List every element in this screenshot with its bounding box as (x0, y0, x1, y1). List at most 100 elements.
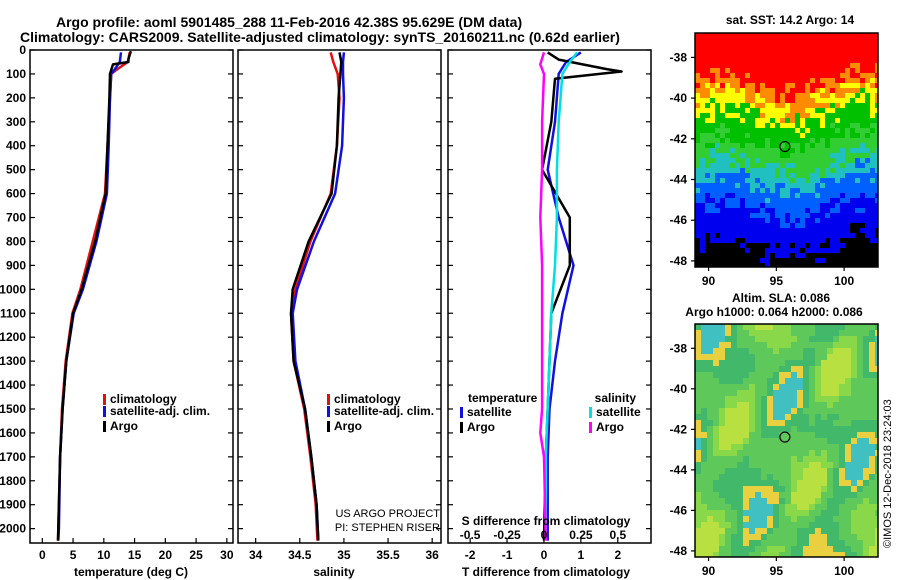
map-cell (830, 173, 835, 178)
map-cell (731, 546, 737, 552)
map-cell (815, 83, 820, 88)
map-cell (770, 188, 775, 193)
map-cell (839, 534, 845, 540)
map-cell (790, 93, 795, 98)
map-cell (815, 68, 820, 73)
map-cell (725, 540, 731, 546)
map-cell (725, 98, 730, 103)
map-cell (790, 233, 795, 238)
map-cell (705, 83, 710, 88)
map-cell (840, 43, 845, 48)
map-cell (745, 193, 750, 198)
map-cell (821, 462, 827, 468)
map-cell (845, 143, 850, 148)
map-cell (737, 324, 743, 330)
map-cell (730, 53, 735, 58)
map-cell (855, 178, 860, 183)
map-cell (795, 193, 800, 198)
map-cell (780, 88, 785, 93)
map-cell (715, 248, 720, 253)
map-cell (745, 223, 750, 228)
map-cell (760, 63, 765, 68)
map-cell (737, 546, 743, 552)
map-cell (725, 163, 730, 168)
map-cell (845, 118, 850, 123)
map-cell (870, 58, 875, 63)
map-cell (750, 213, 755, 218)
map-cell (850, 213, 855, 218)
map-cell (855, 248, 860, 253)
map-cell (815, 462, 821, 468)
map-cell (815, 103, 820, 108)
map-cell (749, 354, 755, 360)
map-cell (857, 450, 863, 456)
map-cell (809, 438, 815, 444)
map-cell (773, 336, 779, 342)
map-cell (803, 546, 809, 552)
map-cell (825, 168, 830, 173)
map-cell (833, 492, 839, 498)
map-cell (760, 238, 765, 243)
map-cell (790, 63, 795, 68)
map-cell (839, 438, 845, 444)
map-cell (805, 248, 810, 253)
map-cell (815, 243, 820, 248)
map-cell (770, 253, 775, 258)
map-cell (707, 534, 713, 540)
map-cell (761, 378, 767, 384)
map-cell (725, 183, 730, 188)
map-cell (785, 462, 791, 468)
series-line-climatology (56, 52, 131, 541)
map-cell (791, 516, 797, 522)
map-cell (765, 83, 770, 88)
map-cell (773, 378, 779, 384)
map-cell (865, 218, 870, 223)
map-cell (731, 384, 737, 390)
map-cell (839, 462, 845, 468)
map-cell (760, 223, 765, 228)
map-cell (833, 396, 839, 402)
map-cell (803, 498, 809, 504)
map-cell (797, 522, 803, 528)
x-tick-label: 30 (220, 548, 234, 562)
map-cell (875, 402, 878, 408)
map-cell (830, 53, 835, 58)
map-cell (835, 48, 840, 53)
map-cell (701, 438, 707, 444)
x-tick-label: 10 (97, 548, 111, 562)
project-annotation: US ARGO PROJECT (335, 508, 440, 520)
map-cell (840, 63, 845, 68)
map-cell (735, 153, 740, 158)
difference-panel: -2 -1 0 1 2-0.5 -0.25 0 0.25 0.5 S difference fr… (447, 49, 652, 579)
map-cell (745, 133, 750, 138)
map-cell (725, 128, 730, 133)
map-cell (840, 153, 845, 158)
map-cell (875, 253, 878, 258)
map-cell (761, 492, 767, 498)
map-cell (749, 432, 755, 438)
map-cell (767, 420, 773, 426)
map-cell (755, 53, 760, 58)
map-cell (875, 516, 878, 522)
map-cell (797, 474, 803, 480)
map-cell (815, 480, 821, 486)
map-cell (767, 408, 773, 414)
x-tick-label: 35 (337, 548, 351, 562)
map-cell (820, 118, 825, 123)
map-cell (875, 420, 878, 426)
map-cell (770, 83, 775, 88)
map-cell (713, 510, 719, 516)
map-cell (850, 88, 855, 93)
map-cell (755, 528, 761, 534)
series-line-argo (56, 50, 133, 541)
map-cell (743, 516, 749, 522)
map-cell (745, 93, 750, 98)
map-cell (701, 528, 707, 534)
map-cell (737, 408, 743, 414)
map-cell (865, 58, 870, 63)
map-cell (725, 372, 731, 378)
map-cell (840, 158, 845, 163)
map-cell (865, 243, 870, 248)
map-cell (779, 330, 785, 336)
map-cell (845, 188, 850, 193)
